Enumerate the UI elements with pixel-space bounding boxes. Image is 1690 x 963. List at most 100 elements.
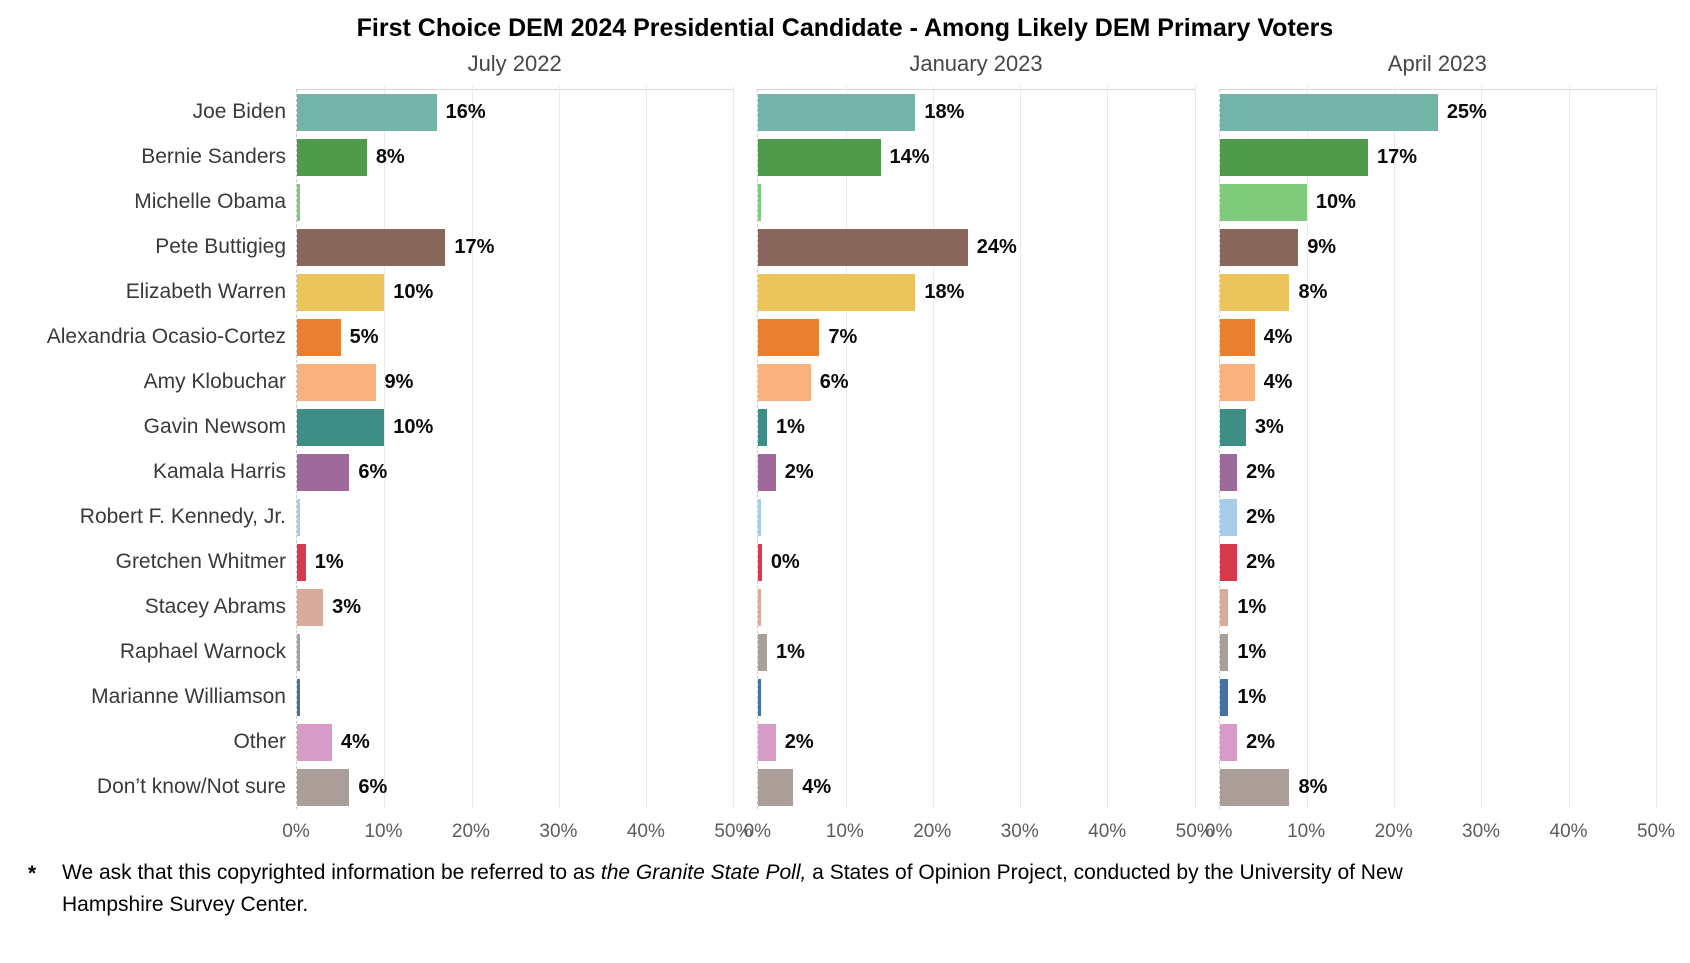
bar-chart: Joe Biden Bernie Sanders Michelle Obama Pet…	[0, 43, 1690, 853]
bar-row: 10%	[297, 405, 733, 450]
bar	[297, 229, 446, 266]
bar	[297, 499, 300, 536]
bar	[758, 229, 968, 266]
bar-value-label: 1%	[776, 641, 805, 663]
axis-tick-label: 30%	[1462, 821, 1501, 842]
bar	[1219, 589, 1229, 626]
bar-row: 6%	[758, 360, 1194, 405]
panel-april-2023: April 2023 25% 17% 10% 9% 8% 4% 4% 3% 2% 2% 2% 1% 1%…	[1205, 51, 1675, 853]
bar	[758, 319, 820, 356]
gridline	[384, 86, 386, 809]
bar-row: 9%	[297, 360, 733, 405]
axis-tick-label: 50%	[714, 821, 753, 842]
plot-area: 25% 17% 10% 9% 8% 4% 4% 3% 2% 2% 2% 1% 1% 1% 2% 8%	[1218, 86, 1657, 810]
axis-tick-label: 0%	[282, 821, 310, 842]
bar-row	[758, 180, 1194, 225]
bar-row: 2%	[1219, 450, 1656, 495]
bar	[297, 364, 376, 401]
bar-row: 17%	[297, 225, 733, 270]
category-label: Gretchen Whitmer	[115, 550, 286, 573]
bar-row: 1%	[1219, 585, 1656, 630]
bar-value-label: 2%	[784, 461, 814, 483]
bar-value-label: 4%	[340, 731, 370, 753]
bar-row: 14%	[758, 135, 1194, 180]
bar-value-label: 7%	[828, 326, 858, 348]
bar-row: 6%	[297, 450, 733, 495]
bar-row: 4%	[1219, 315, 1656, 360]
bar-value-label: 1%	[1237, 686, 1267, 708]
category-label: Other	[233, 730, 286, 753]
bar	[297, 679, 300, 716]
bar	[1219, 724, 1238, 761]
bar-row: 1%	[297, 540, 733, 585]
bar-value-label: 2%	[1246, 506, 1276, 528]
gridline	[1394, 86, 1396, 809]
bar-row: 10%	[297, 270, 733, 315]
bar	[297, 184, 300, 221]
bar-row: 9%	[1219, 225, 1656, 270]
bar-row: 4%	[758, 765, 1194, 810]
bar-row	[297, 180, 733, 225]
x-axis: 0% 10% 20% 30% 40% 50%	[744, 809, 1214, 853]
plot-area: 18% 14% 24% 18% 7% 6% 1% 2% 0% 1% 2% 4%	[757, 86, 1196, 810]
bar-value-label: 6%	[358, 461, 388, 483]
gridline	[646, 86, 648, 809]
bar-row: 8%	[1219, 765, 1656, 810]
axis-tick-label: 10%	[825, 821, 864, 842]
bar-value-label: 8%	[375, 146, 405, 168]
x-axis: 0% 10% 20% 30% 40% 50%	[282, 809, 752, 853]
bar-row: 8%	[297, 135, 733, 180]
bar	[297, 769, 350, 806]
bar	[758, 454, 776, 491]
footnote-text: We ask that this copyrighted information…	[62, 857, 1464, 920]
bar-row: 2%	[1219, 720, 1656, 765]
bar-value-label: 4%	[1263, 371, 1293, 393]
axis-tick-label: 0%	[1204, 821, 1233, 842]
axis-tick-label: 20%	[451, 821, 490, 842]
category-label: Raphael Warnock	[119, 640, 286, 663]
bar-value-label: 2%	[784, 731, 814, 753]
bar-value-label: 2%	[1246, 731, 1276, 753]
bar-value-label: 9%	[384, 371, 414, 393]
category-label: Alexandria Ocasio-Cortez	[46, 325, 286, 348]
panel-header: April 2023	[1387, 51, 1487, 76]
bar-row	[297, 675, 733, 720]
category-label: Marianne Williamson	[91, 685, 286, 708]
bar	[1219, 229, 1299, 266]
bar	[758, 94, 916, 131]
gridline	[845, 86, 847, 809]
bar-value-label: 4%	[802, 776, 832, 798]
category-label: Elizabeth Warren	[125, 280, 286, 303]
panel-january-2023: January 2023 18% 14% 24% 18% 7% 6% 1% 2% 0% 1% 2% 4…	[744, 51, 1214, 853]
category-label: Joe Biden	[192, 100, 286, 123]
bar	[758, 409, 768, 446]
bar	[297, 589, 324, 626]
axis-tick-label: 30%	[1000, 821, 1039, 842]
bar-value-label: 24%	[976, 236, 1017, 258]
bar-value-label: 3%	[1254, 416, 1284, 438]
bar-value-label: 1%	[1237, 596, 1267, 618]
category-labels: Joe Biden Bernie Sanders Michelle Obama Pet…	[0, 51, 296, 853]
gridline	[1306, 86, 1308, 809]
category-label: Gavin Newsom	[143, 415, 286, 438]
bar	[1219, 184, 1307, 221]
axis-tick-label: 50%	[1636, 821, 1675, 842]
bar-row: 0%	[758, 540, 1194, 585]
bar-row	[758, 675, 1194, 720]
category-label: Amy Klobuchar	[143, 370, 286, 393]
bar	[1219, 499, 1238, 536]
bar	[1219, 364, 1255, 401]
bar-value-label: 1%	[1237, 641, 1267, 663]
bar-row: 25%	[1219, 90, 1656, 135]
bar-value-label: 10%	[393, 416, 434, 438]
bar-row: 3%	[297, 585, 733, 630]
footnote-suffix: a States of Opinion Project, conducted b…	[62, 861, 1403, 916]
bar	[758, 139, 881, 176]
bar-row: 1%	[758, 405, 1194, 450]
bar-value-label: 1%	[776, 416, 805, 438]
bar	[1219, 454, 1238, 491]
bar-value-label: 1%	[314, 551, 344, 573]
bar-value-label: 10%	[393, 281, 434, 303]
axis-tick-label: 40%	[626, 821, 665, 842]
gridline	[471, 86, 473, 809]
